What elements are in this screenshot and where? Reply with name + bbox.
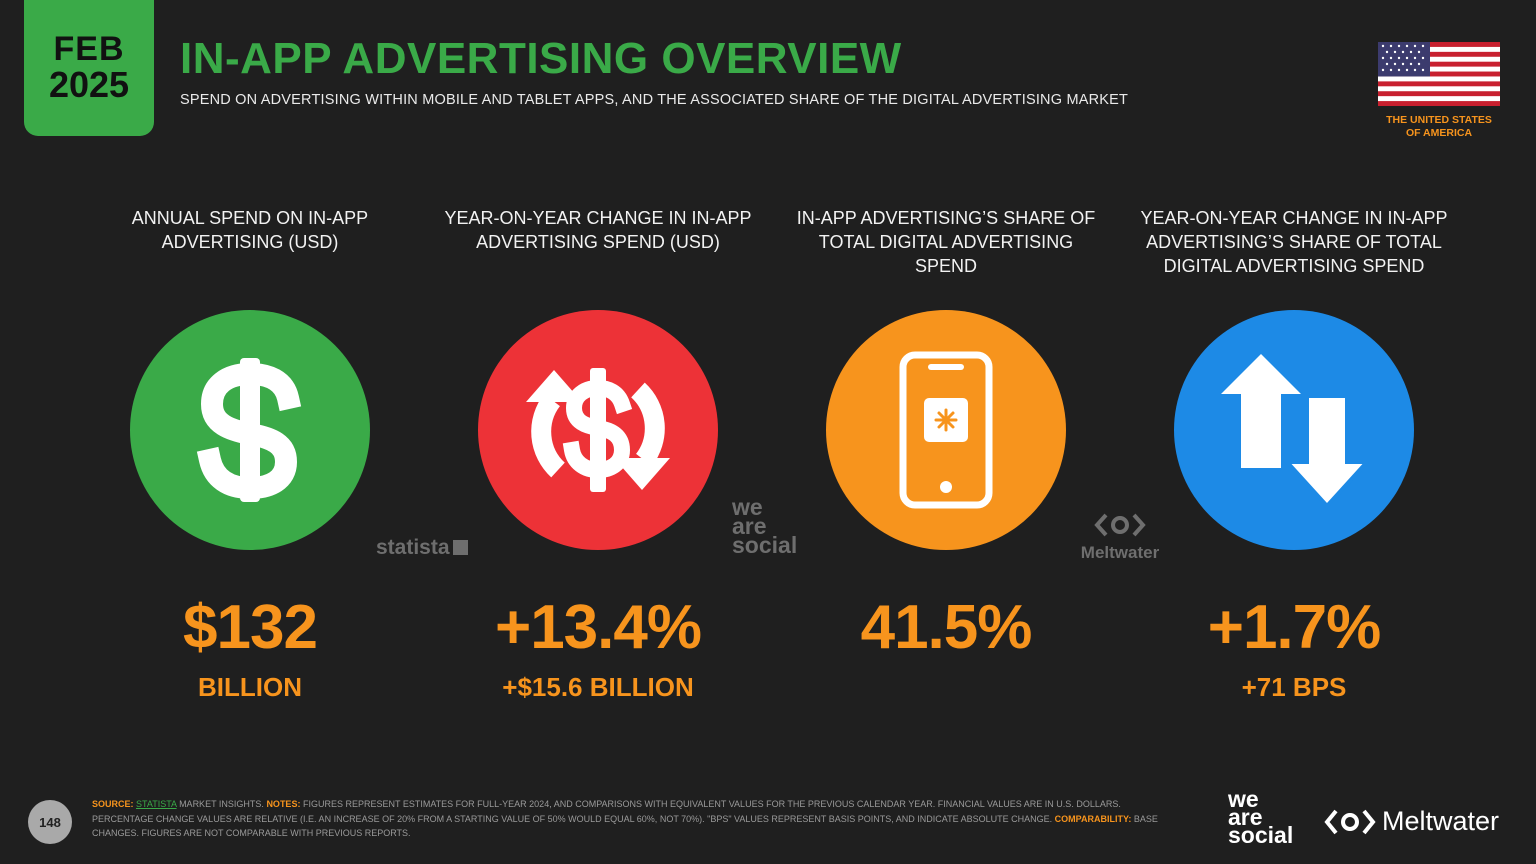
kpi-value: +13.4%	[494, 593, 702, 662]
dollar-change-icon	[526, 368, 670, 492]
kpi-label: IN-APP ADVERTISING’S SHARE OF TOTAL DIGI…	[796, 208, 1096, 276]
meltwater-logo: Meltwater	[1324, 806, 1499, 837]
kpi-annual-spend: ANNUAL SPEND ON IN-APP ADVERTISING (USD)…	[76, 0, 424, 864]
kpi-label: ANNUAL SPEND ON IN-APP ADVERTISING (USD)	[131, 208, 369, 252]
source-link[interactable]: STATISTA	[136, 799, 177, 809]
page-subtitle: SPEND ON ADVERTISING WITHIN MOBILE AND T…	[180, 92, 1129, 108]
meltwater-icon	[1324, 809, 1376, 834]
kpi-circle	[1174, 310, 1414, 550]
was-social: social	[732, 532, 798, 558]
kpi-yoy-spend-change: YEAR-ON-YEAR CHANGE IN IN-APP ADVERTISIN…	[424, 0, 772, 864]
country-label: THE UNITED STATES OF AMERICA	[1368, 114, 1510, 140]
statista-watermark: statista	[376, 536, 468, 560]
statista-logo-icon	[452, 540, 468, 555]
kpi-value: 41.5%	[860, 593, 1033, 662]
source-label: SOURCE:	[92, 799, 134, 809]
statista-text: statista	[376, 536, 450, 559]
was-we: we	[732, 494, 763, 520]
kpi-yoy-share-change: YEAR-ON-YEAR CHANGE IN IN-APP ADVERTISIN…	[1120, 0, 1468, 864]
comparability-label: COMPARABILITY:	[1054, 813, 1132, 824]
kpi-circle	[826, 310, 1066, 550]
kpi-circle	[478, 310, 718, 550]
logo-are: are	[1228, 804, 1263, 830]
source-rest: MARKET INSIGHTS.	[179, 799, 264, 809]
smartphone-app-icon	[899, 351, 993, 509]
meltwater-text: Meltwater	[1382, 806, 1500, 836]
kpi-label: YEAR-ON-YEAR CHANGE IN IN-APP ADVERTISIN…	[1140, 208, 1448, 276]
kpi-value: +1.7%	[1207, 593, 1382, 662]
country-line-2: OF AMERICA	[1405, 127, 1473, 140]
comparability-text: BASE CHANGES. FIGURES ARE NOT COMPARABLE…	[92, 813, 1158, 839]
date-month: FEB	[53, 30, 125, 69]
we-are-social-logo: we are social	[1228, 786, 1294, 848]
logo-we: we	[1228, 786, 1259, 812]
notes-label: NOTES:	[266, 799, 301, 809]
we-are-social-watermark: we are social	[732, 494, 798, 558]
meltwater-watermark-text: Meltwater	[1080, 543, 1160, 562]
kpi-value: $132	[183, 593, 318, 662]
date-year: 2025	[48, 63, 130, 105]
country-line-1: THE UNITED STATES	[1386, 114, 1492, 126]
up-down-arrows-icon	[1221, 354, 1369, 509]
page-title: IN-APP ADVERTISING OVERVIEW	[180, 34, 902, 83]
meltwater-watermark: Meltwater	[1072, 512, 1168, 563]
date-badge: FEB 2025	[24, 0, 154, 136]
kpi-label: YEAR-ON-YEAR CHANGE IN IN-APP ADVERTISIN…	[444, 208, 752, 252]
meltwater-logo-icon	[1094, 513, 1146, 537]
footer-notes: SOURCE: STATISTA MARKET INSIGHTS. NOTES:…	[92, 797, 1184, 841]
dollar-icon	[196, 358, 302, 502]
page-number: 148	[28, 800, 72, 844]
kpi-subvalue: +71 BPS	[1241, 672, 1347, 702]
kpi-share-of-digital: IN-APP ADVERTISING’S SHARE OF TOTAL DIGI…	[772, 0, 1120, 864]
was-are: are	[732, 513, 767, 539]
notes-text: FIGURES REPRESENT ESTIMATES FOR FULL-YEA…	[92, 799, 1121, 824]
kpi-subvalue: BILLION	[198, 672, 302, 702]
kpi-subvalue: +$15.6 BILLION	[502, 672, 694, 702]
logo-social: social	[1228, 822, 1294, 848]
kpi-circle	[130, 310, 370, 550]
us-flag-icon	[1378, 42, 1500, 106]
